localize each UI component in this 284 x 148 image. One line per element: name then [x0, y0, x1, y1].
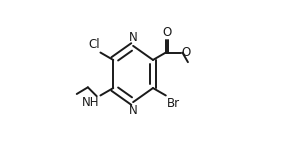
Text: NH: NH [82, 96, 100, 109]
Text: O: O [181, 46, 191, 59]
Text: N: N [129, 104, 137, 117]
Text: Br: Br [166, 97, 180, 110]
Text: O: O [162, 26, 171, 39]
Text: N: N [129, 31, 137, 44]
Text: Cl: Cl [88, 38, 100, 51]
